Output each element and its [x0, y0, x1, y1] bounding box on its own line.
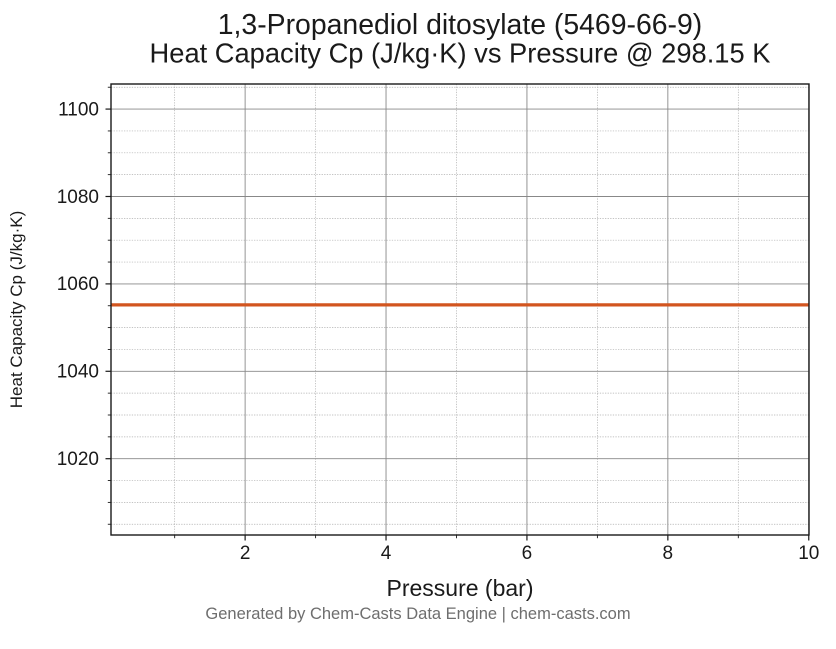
svg-text:Generated by Chem-Casts Data E: Generated by Chem-Casts Data Engine | ch…: [205, 605, 630, 623]
svg-text:Pressure (bar): Pressure (bar): [387, 575, 534, 601]
svg-text:1100: 1100: [58, 99, 99, 120]
svg-text:1,3-Propanediol ditosylate (54: 1,3-Propanediol ditosylate (5469-66-9): [218, 9, 703, 41]
svg-text:1080: 1080: [57, 187, 99, 208]
svg-text:4: 4: [381, 543, 392, 564]
svg-text:1040: 1040: [57, 362, 99, 383]
svg-text:8: 8: [663, 543, 674, 564]
svg-text:Heat Capacity Cp (J/kg·K) vs P: Heat Capacity Cp (J/kg·K) vs Pressure @ …: [150, 38, 771, 69]
svg-text:10: 10: [798, 543, 819, 564]
svg-text:1020: 1020: [57, 449, 99, 470]
svg-text:1060: 1060: [57, 274, 99, 295]
svg-text:Heat Capacity Cp (J/kg·K): Heat Capacity Cp (J/kg·K): [7, 211, 26, 408]
svg-text:6: 6: [522, 543, 533, 564]
svg-text:2: 2: [240, 543, 251, 564]
